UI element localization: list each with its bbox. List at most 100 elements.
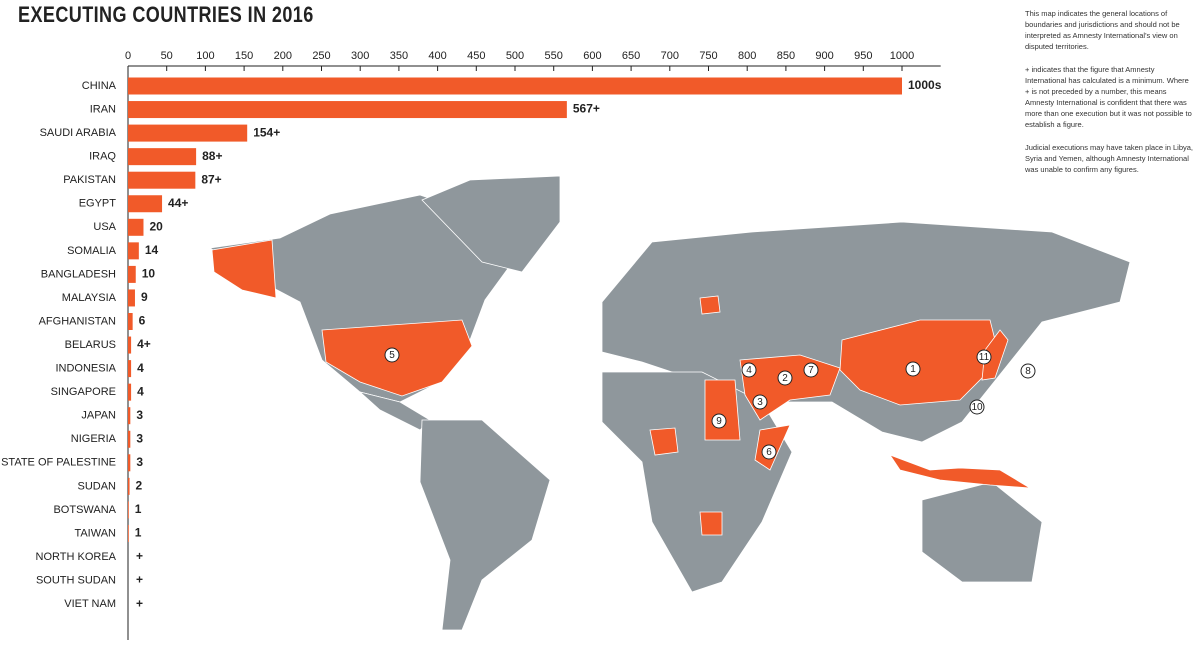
marker-circle: [741, 362, 757, 378]
greenland: [421, 175, 561, 273]
marker-label: 2: [782, 373, 788, 384]
x-tick-label: 750: [699, 50, 717, 62]
bar: [128, 360, 132, 378]
bar: [128, 265, 136, 283]
x-tick-label: 450: [467, 50, 485, 62]
y-tick-label: TAIWAN: [74, 527, 116, 539]
data-label: 4+: [137, 337, 151, 351]
indonesia: [888, 454, 1031, 489]
data-label: 3: [136, 431, 143, 445]
marker-circle: [1020, 363, 1036, 379]
x-tick-label: 850: [777, 50, 795, 62]
x-tick-label: 350: [390, 50, 408, 62]
bar: [128, 101, 567, 119]
map-marker: 2: [777, 370, 793, 386]
data-label: 87+: [201, 172, 221, 186]
y-tick-label: BELARUS: [65, 339, 116, 351]
china: [839, 319, 1001, 406]
bar: [128, 195, 163, 213]
bar: [128, 218, 144, 236]
bar: [128, 313, 133, 330]
marker-circle: [905, 361, 921, 377]
y-tick-label: SAUDI ARABIA: [40, 127, 117, 139]
world-map: [208, 175, 1131, 631]
x-tick-label: 600: [583, 50, 601, 62]
y-tick-label: SINGAPORE: [51, 386, 116, 398]
x-tick-label: 250: [312, 50, 330, 62]
data-label: 4: [137, 384, 144, 398]
bar: [128, 407, 131, 425]
bar: [128, 501, 129, 519]
marker-circle: [777, 370, 793, 386]
x-tick-label: 1000: [890, 50, 914, 62]
y-tick-label: MALAYSIA: [62, 292, 117, 304]
data-label: 154+: [253, 125, 280, 139]
bar: [128, 77, 902, 95]
y-tick-label: CHINA: [82, 80, 117, 92]
africa: [601, 371, 793, 593]
y-tick-label: JAPAN: [81, 410, 116, 422]
map-marker: 10: [969, 399, 985, 415]
marker-label: 8: [1025, 366, 1031, 377]
marker-label: 10: [971, 402, 983, 413]
x-tick-label: 800: [738, 50, 756, 62]
map-marker: 7: [803, 362, 819, 378]
bar: [128, 430, 131, 448]
map-marker: 3: [752, 394, 768, 410]
data-label: 4: [137, 361, 144, 375]
marker-label: 7: [808, 365, 814, 376]
y-tick-label: EGYPT: [79, 198, 117, 210]
data-label: 3: [136, 455, 143, 469]
bar: [128, 289, 135, 307]
middle-east: [739, 354, 841, 421]
bar: [128, 148, 197, 166]
alaska: [211, 239, 277, 299]
data-label: 567+: [573, 102, 600, 116]
y-tick-label: NORTH KOREA: [36, 551, 117, 563]
marker-label: 5: [389, 350, 395, 361]
y-tick-label: IRAN: [90, 103, 116, 115]
south-america: [419, 419, 551, 631]
y-tick-label: SUDAN: [77, 480, 116, 492]
japan: [981, 329, 1009, 381]
y-tick-label: AFGHANISTAN: [39, 315, 116, 327]
map-marker: 11: [976, 349, 992, 365]
marker-label: 4: [746, 365, 752, 376]
y-tick-label: BANGLADESH: [41, 268, 116, 280]
x-tick-label: 700: [661, 50, 679, 62]
x-tick-label: 300: [351, 50, 369, 62]
x-tick-label: 50: [161, 50, 173, 62]
australia: [921, 481, 1043, 583]
data-label: 6: [139, 314, 146, 328]
note: This map indicates the general locations…: [1025, 9, 1180, 51]
x-tick-label: 550: [545, 50, 563, 62]
x-tick-label: 500: [506, 50, 524, 62]
x-tick-label: 950: [854, 50, 872, 62]
x-tick-label: 900: [815, 50, 833, 62]
marker-circle: [384, 347, 400, 363]
map-marker: 6: [761, 444, 777, 460]
data-label: 9: [141, 290, 148, 304]
marker-circle: [711, 413, 727, 429]
y-tick-label: IRAQ: [89, 151, 116, 163]
bar: [128, 124, 248, 142]
data-label: 14: [145, 243, 159, 257]
marker-circle: [969, 399, 985, 415]
data-label: +: [136, 596, 143, 610]
map-marker: 4: [741, 362, 757, 378]
y-tick-label: USA: [93, 221, 116, 233]
data-label: 10: [142, 267, 156, 281]
data-label: 20: [149, 219, 163, 233]
y-tick-label: SOMALIA: [67, 245, 117, 257]
data-label: 1000s: [908, 78, 942, 92]
y-tick-label: INDONESIA: [55, 363, 116, 375]
map-marker: 9: [711, 413, 727, 429]
x-tick-label: 150: [235, 50, 253, 62]
x-tick-label: 650: [622, 50, 640, 62]
belarus: [699, 295, 721, 315]
note: + indicates that the figure that Amnesty…: [1025, 65, 1192, 129]
egypt-sudan: [704, 379, 741, 441]
bar: [128, 477, 130, 495]
